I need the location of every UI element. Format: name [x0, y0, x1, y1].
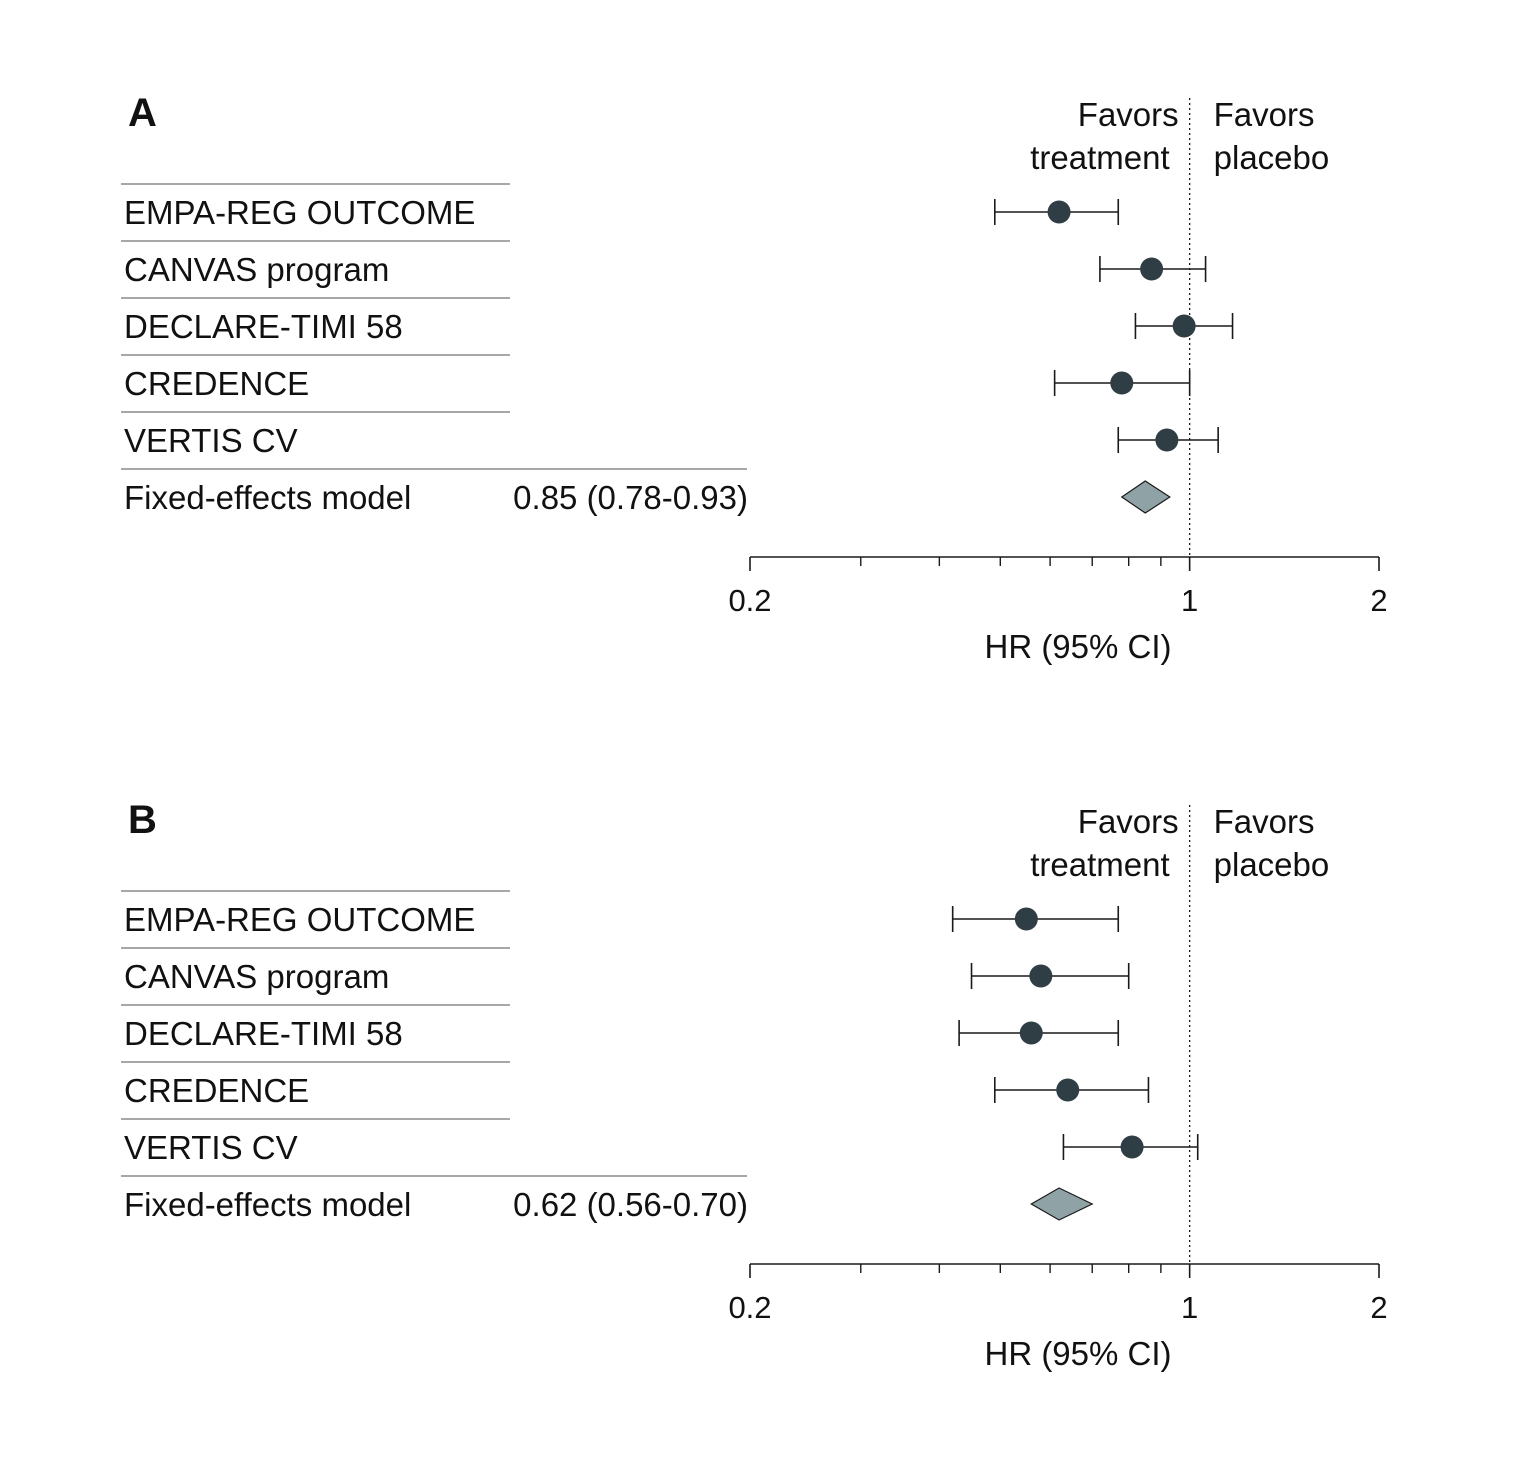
x-axis-tick-label: 0.2	[728, 1290, 771, 1325]
study-row: DECLARE-TIMI 58	[124, 308, 1234, 345]
hr-point	[1155, 428, 1179, 452]
favors-treatment-label-line2: treatment	[1030, 139, 1169, 176]
pooled-label: Fixed-effects model	[124, 479, 411, 516]
x-axis-tick-label: 0.2	[728, 583, 771, 618]
pooled-diamond	[1030, 1187, 1094, 1221]
forest-panel-a: A Favors treatment Favors placebo EMPA-REG OU…	[121, 91, 1388, 665]
study-name: CREDENCE	[124, 365, 309, 402]
hr-point	[1019, 1021, 1043, 1045]
study-row: EMPA-REG OUTCOME	[124, 194, 1120, 231]
hr-point	[1172, 314, 1196, 338]
hr-point	[1140, 257, 1164, 281]
pooled-label: Fixed-effects model	[124, 1186, 411, 1223]
panel-label: A	[128, 91, 157, 135]
study-name: DECLARE-TIMI 58	[124, 308, 403, 345]
hr-point	[1029, 964, 1053, 988]
study-name: EMPA-REG OUTCOME	[124, 194, 475, 231]
favors-treatment-label-line1: Favors	[1078, 803, 1179, 840]
x-axis-tick-label: 2	[1370, 583, 1387, 618]
hr-point	[1014, 907, 1038, 931]
study-row: VERTIS CV	[124, 422, 1219, 459]
study-name: DECLARE-TIMI 58	[124, 1015, 403, 1052]
favors-placebo-label-line1: Favors	[1214, 803, 1315, 840]
study-name: CREDENCE	[124, 1072, 309, 1109]
study-name: EMPA-REG OUTCOME	[124, 901, 475, 938]
x-axis-tick-label: 1	[1181, 583, 1198, 618]
x-axis-label: HR (95% CI)	[984, 628, 1171, 665]
study-row: CANVAS program	[124, 958, 1130, 995]
x-axis-label: HR (95% CI)	[984, 1335, 1171, 1372]
study-name: CANVAS program	[124, 251, 389, 288]
study-row: CREDENCE	[124, 365, 1191, 402]
study-row: CANVAS program	[124, 251, 1207, 288]
x-axis-tick-label: 1	[1181, 1290, 1198, 1325]
hr-point	[1110, 371, 1134, 395]
favors-placebo-label-line1: Favors	[1214, 96, 1315, 133]
pooled-diamond	[1120, 480, 1171, 514]
pooled-estimate-text: 0.85 (0.78-0.93)	[513, 479, 748, 516]
study-row: CREDENCE	[124, 1072, 1150, 1109]
favors-treatment-label-line2: treatment	[1030, 846, 1169, 883]
favors-placebo-label-line2: placebo	[1214, 846, 1330, 883]
hr-point	[1047, 200, 1071, 224]
study-row: VERTIS CV	[124, 1129, 1199, 1166]
pooled-estimate-text: 0.62 (0.56-0.70)	[513, 1186, 748, 1223]
study-row: DECLARE-TIMI 58	[124, 1015, 1120, 1052]
panel-label: B	[128, 798, 157, 842]
study-row: EMPA-REG OUTCOME	[124, 901, 1120, 938]
forest-panel-b: B Favors treatment Favors placebo EMPA-REG OU…	[121, 798, 1388, 1372]
study-name: CANVAS program	[124, 958, 389, 995]
hr-point	[1120, 1135, 1144, 1159]
favors-placebo-label-line2: placebo	[1214, 139, 1330, 176]
x-axis-tick-label: 2	[1370, 1290, 1387, 1325]
study-name: VERTIS CV	[124, 1129, 298, 1166]
hr-point	[1056, 1078, 1080, 1102]
study-name: VERTIS CV	[124, 422, 298, 459]
favors-treatment-label-line1: Favors	[1078, 96, 1179, 133]
